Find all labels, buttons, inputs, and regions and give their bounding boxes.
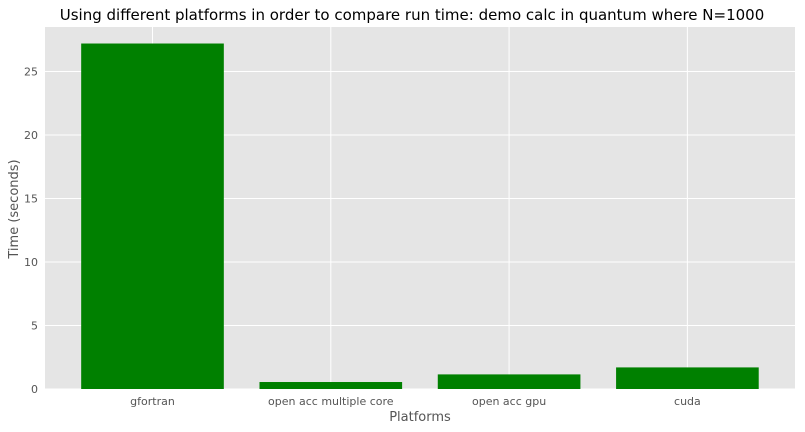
y-tick-label: 10 — [24, 256, 38, 269]
y-tick-label: 25 — [24, 65, 38, 78]
y-axis-ticks: 0 5 10 15 20 25 — [24, 65, 38, 396]
bars — [81, 43, 759, 390]
bar-open-acc-gpu — [437, 374, 581, 389]
y-tick-label: 20 — [24, 129, 38, 142]
bar-cuda — [616, 367, 759, 389]
bar-open-acc-multiple-core — [259, 382, 403, 389]
x-tick-label: gfortran — [130, 395, 175, 408]
y-tick-label: 15 — [24, 192, 38, 205]
y-tick-label: 0 — [31, 383, 38, 396]
chart-title: Using different platforms in order to co… — [60, 6, 765, 24]
x-axis-label: Platforms — [389, 410, 451, 425]
y-tick-label: 5 — [31, 319, 38, 332]
bar-gfortran — [81, 43, 224, 390]
x-tick-label: cuda — [674, 395, 701, 408]
x-tick-label: open acc multiple core — [268, 395, 394, 408]
x-axis-ticks: gfortran open acc multiple core open acc g… — [130, 395, 701, 408]
x-tick-label: open acc gpu — [472, 395, 546, 408]
y-axis-label: Time (seconds) — [7, 159, 22, 259]
